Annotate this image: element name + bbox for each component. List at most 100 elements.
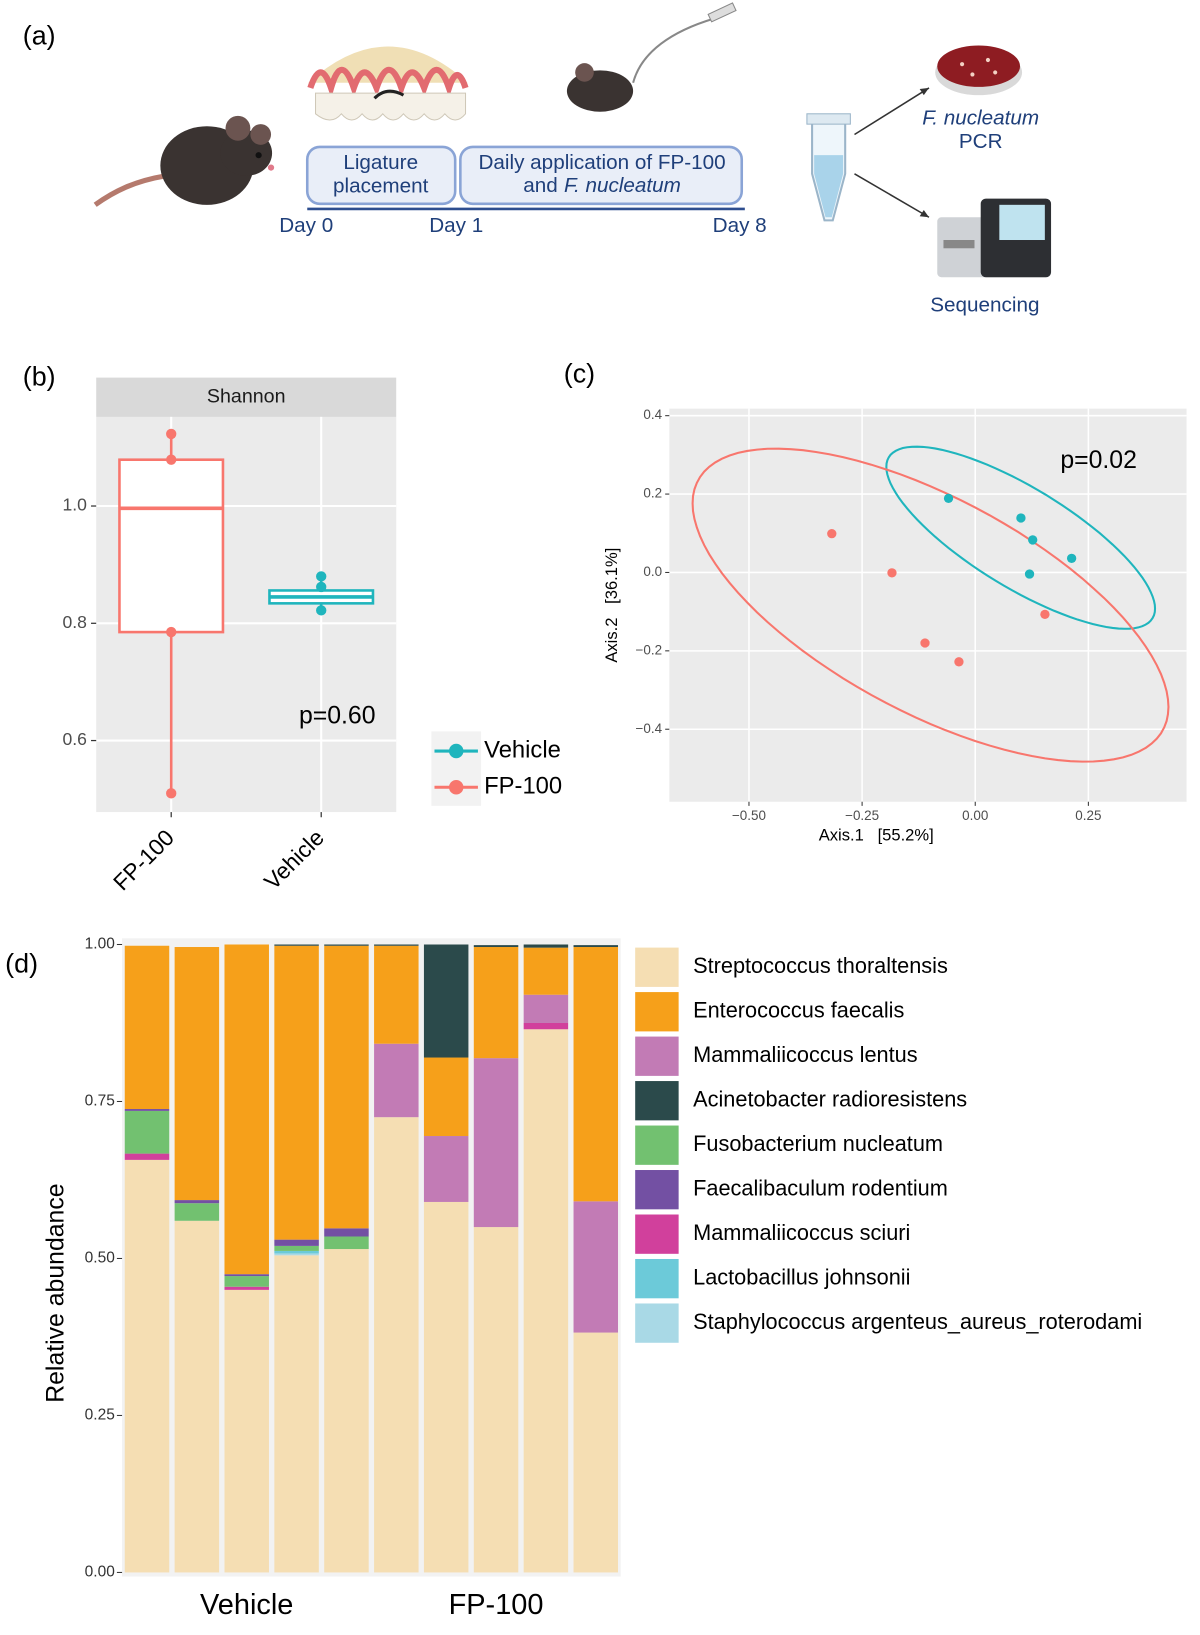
legend-key [635,1170,679,1210]
bar-segment [374,945,419,1044]
y-tick-label: 1.0 [62,495,87,515]
legend-key [448,780,464,795]
legend-label: Streptococcus thoraltensis [693,953,948,978]
point [954,657,964,667]
group-label: Vehicle [200,1589,293,1621]
bar-segment [473,947,519,1059]
day-label: Day 0 [279,214,333,237]
bar-segment [124,1159,170,1573]
legend-key [635,1303,679,1343]
day-label: Day 1 [429,214,483,237]
bar-segment [573,1332,619,1573]
y-axis-label: Relative abundance [42,1183,69,1402]
confidence-ellipse [691,447,1170,763]
legend-key [635,992,679,1032]
y-tick-label: −0.2 [636,642,663,657]
panel-label: (b) [23,362,56,392]
y-tick-label: 0.6 [62,729,86,749]
bar-segment [124,945,170,1110]
bar-segment [473,1227,519,1573]
plot-clip [691,445,1170,763]
y-tick-label: 0.2 [643,486,662,501]
step-text: Ligature [343,151,418,174]
point [166,428,177,440]
y-axis-label: Axis.2 [36.1%] [602,548,621,663]
bar-segment [523,1029,569,1573]
bar-segment [274,1250,319,1254]
y-tick-label: 0.8 [62,612,87,632]
arrow-head [919,87,929,96]
legend-label: Vehicle [484,736,561,763]
bar-segment [274,1253,319,1256]
point [316,571,327,582]
legend-label: Acinetobacter radioresistens [693,1086,967,1111]
legend-label: Fusobacterium nucleatum [693,1131,943,1156]
step-text: and F. nucleatum [523,175,681,198]
point [887,568,897,578]
y-tick-label: 0.25 [85,1407,115,1424]
point [1040,609,1050,620]
y-tick-label: 0.00 [85,1564,116,1581]
x-tick-label: −0.50 [732,808,766,823]
outcome-label: Sequencing [930,294,1039,317]
bar-segment [473,1058,519,1228]
step-text: and [523,175,558,198]
bar-segment [274,1239,319,1246]
bar-segment [124,1109,170,1111]
legend-key [635,1258,679,1299]
step-text: Daily application of FP-100 [478,151,725,174]
bar-segment [224,1286,269,1290]
point [1016,513,1026,523]
outcome-label: PCR [959,130,1003,153]
bar-segment [573,1201,619,1333]
x-tick-label: FP-100 [108,824,179,895]
point [316,605,327,616]
point [1066,553,1077,564]
point [166,788,177,799]
legend-label: Mammaliicoccus sciuri [693,1220,910,1245]
annotation: p=0.60 [299,702,376,729]
bar-segment [324,1228,369,1237]
y-tick-label: 0.0 [643,564,662,579]
tube-icon [806,113,851,222]
y-tick-label: 0.4 [643,407,662,422]
point [1024,569,1035,579]
point [920,638,930,648]
day-label: Day 8 [713,214,767,237]
confidence-ellipse [885,445,1157,630]
plot-background [669,408,1187,802]
point [166,626,177,638]
x-tick-label: −0.25 [845,808,879,823]
step-box [305,145,457,206]
point [316,581,327,593]
facet-title: Shannon [207,385,286,407]
legend-label: Staphylococcus argenteus_aureus_roteroda… [693,1309,1142,1334]
arrow-head [919,210,929,218]
bar-segment [423,1057,469,1137]
bar-segment [224,1274,269,1277]
bar-segment [324,1249,369,1573]
bar-segment [274,945,319,1240]
bar-segment [324,945,369,1229]
bar-segment [374,944,419,946]
box [118,458,225,634]
panel-label: (a) [23,20,56,50]
bar-segment [573,945,619,948]
bar-segment [423,1136,469,1202]
legend-key [635,1036,679,1076]
panel-label: (d) [5,948,38,978]
x-tick-label: Vehicle [259,824,329,894]
bar-segment [523,994,569,1023]
bar-segment [523,944,569,948]
bar-segment [224,944,269,1275]
bar-segment [124,1153,170,1160]
legend-key [635,947,679,987]
bar-segment [374,1043,419,1118]
legend-label: Faecalibaculum rodentium [693,1175,948,1200]
y-tick-label: 1.00 [85,936,116,953]
annotation: p=0.02 [1060,447,1137,474]
figure-content: (a) Ligature placement Daily application… [5,2,1187,1621]
bar-segment [274,1245,319,1251]
arrow [854,173,930,218]
x-tick-label: 0.00 [962,808,988,823]
